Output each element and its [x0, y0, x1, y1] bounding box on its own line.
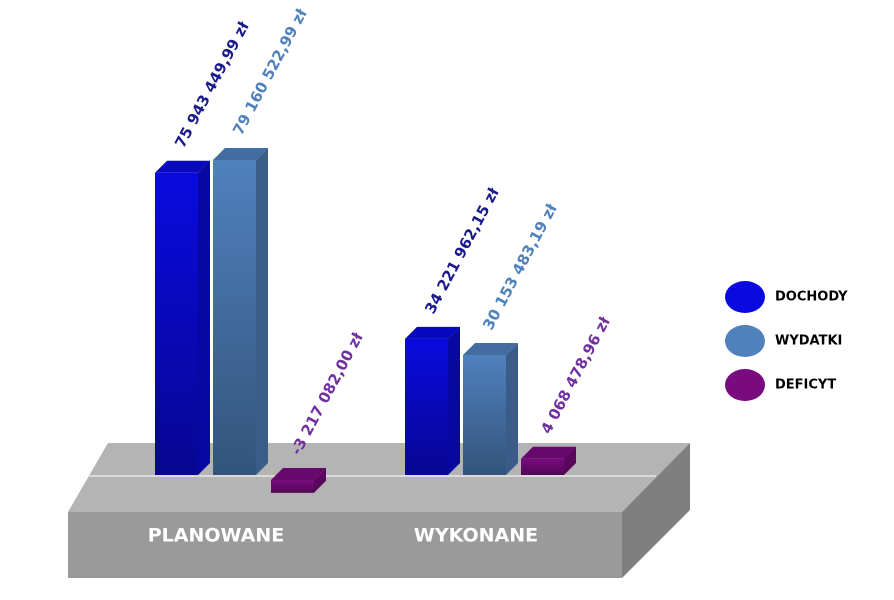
bar-top	[405, 326, 460, 339]
bar-top-shade	[213, 148, 268, 160]
value-label: -3 217 082,00 zł	[287, 329, 367, 458]
value-label: 30 153 483,19 zł	[479, 201, 561, 333]
legend-swatch	[725, 369, 765, 401]
value-label: 34 221 962,15 zł	[421, 184, 503, 316]
bar-shade	[271, 480, 314, 493]
legend-label: WYDATKI	[775, 334, 842, 349]
bar-side	[564, 446, 576, 475]
bar-shade	[213, 160, 256, 475]
bar-top	[271, 468, 326, 480]
bar-top-shade	[155, 160, 210, 173]
bar-top	[463, 343, 518, 356]
bar-top-shade	[405, 326, 460, 339]
legend-swatch	[725, 281, 765, 313]
bar-side-shade	[256, 148, 268, 475]
bar-side	[256, 148, 268, 475]
category-label: WYKONANE	[414, 525, 538, 547]
bar-side-shade	[506, 343, 518, 475]
bar-top	[213, 148, 268, 160]
bar-shade	[521, 458, 564, 475]
legend: DOCHODY WYDATKI DEFICYT	[725, 281, 848, 401]
bar-shade	[405, 338, 448, 475]
bar-side-shade	[314, 468, 326, 493]
bar-side	[506, 343, 518, 475]
legend-swatch	[725, 325, 765, 357]
bar-top-shade	[521, 446, 576, 459]
value-label: 4 068 478,96 zł	[537, 314, 614, 437]
bar-side-shade	[448, 326, 460, 475]
bar-top	[155, 160, 210, 173]
bar-side	[448, 326, 460, 475]
bar-side-shade	[198, 160, 210, 475]
legend-label: DOCHODY	[775, 290, 848, 305]
bar-shade	[155, 172, 198, 475]
bar-top-shade	[271, 468, 326, 480]
category-label: PLANOWANE	[148, 525, 284, 547]
bar-top	[521, 446, 576, 459]
bar-top-shade	[463, 343, 518, 356]
bar-shade	[463, 355, 506, 475]
bar-side-shade	[564, 446, 576, 475]
legend-label: DEFICYT	[775, 378, 836, 393]
bar-side	[314, 468, 326, 493]
bar-side	[198, 160, 210, 475]
